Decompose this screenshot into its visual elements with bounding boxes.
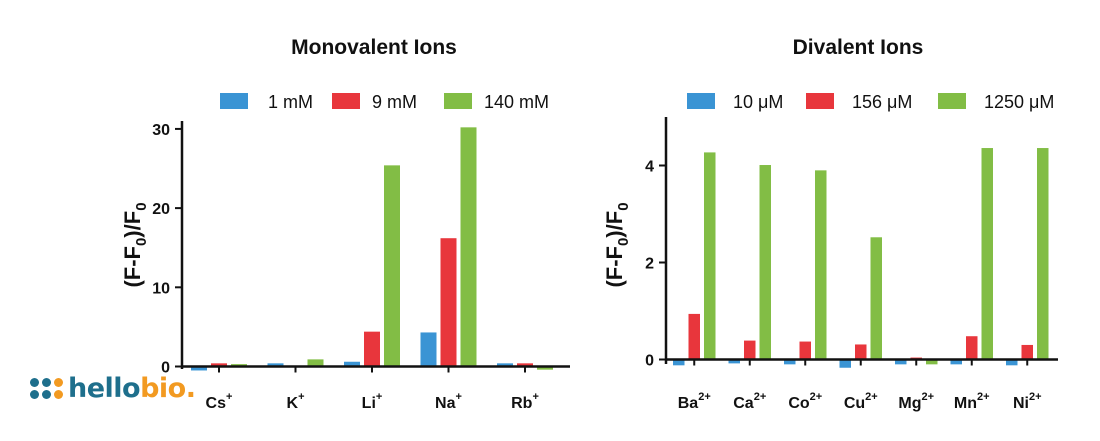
bar: [497, 363, 513, 367]
bar: [950, 359, 962, 365]
bar: [537, 366, 553, 370]
logo-dot: [42, 377, 51, 387]
legend-swatch: [687, 93, 715, 109]
bar: [855, 344, 867, 360]
x-tick-label: Cu2+: [844, 391, 878, 412]
bar: [728, 359, 740, 364]
x-tick-label: K+: [287, 391, 305, 412]
x-tick-label: Ca2+: [733, 391, 766, 412]
bar: [744, 340, 756, 360]
bar: [839, 359, 851, 368]
bar: [673, 359, 685, 366]
bar: [1021, 344, 1033, 360]
bar: [704, 152, 716, 360]
legend-swatch: [444, 93, 472, 109]
legend-swatch: [938, 93, 966, 109]
x-tick-label: Mg2+: [898, 391, 934, 412]
y-tick-label: 20: [152, 201, 170, 218]
legend-label: 1 mM: [268, 92, 313, 112]
y-tick-label: 10: [152, 280, 170, 297]
legend-label: 156 μM: [852, 92, 912, 112]
bar: [267, 363, 284, 367]
monovalent-chart: Monovalent Ions 1 mM 9 mM 140 mM 0 10 20 30 Cs+ K…: [120, 36, 570, 412]
chart-title: Divalent Ions: [793, 36, 924, 59]
x-tick-label: Co2+: [788, 391, 822, 412]
x-tick-label: Na+: [435, 391, 462, 412]
y-tick-label: 4: [645, 159, 654, 176]
bar: [517, 363, 533, 367]
bar: [895, 359, 907, 365]
logo-dot: [30, 389, 39, 399]
bar: [1006, 359, 1018, 366]
bar: [784, 359, 796, 365]
bar: [870, 237, 882, 360]
bar: [688, 313, 700, 360]
bar: [420, 332, 437, 367]
legend-swatch: [220, 93, 248, 109]
chart-title: Monovalent Ions: [291, 36, 457, 59]
logo-wordmark: hellobio.: [68, 372, 196, 404]
x-tick-label: Mn2+: [954, 391, 990, 412]
bar: [307, 359, 324, 367]
x-tick-label: Cs+: [206, 391, 233, 412]
x-tick-label: Li+: [362, 391, 383, 412]
bar: [460, 127, 477, 367]
bar: [384, 165, 400, 367]
legend-label: 9 mM: [372, 92, 417, 112]
bar: [815, 170, 827, 360]
y-tick-label: 2: [645, 256, 654, 273]
legend-swatch: [806, 93, 834, 109]
bar: [191, 366, 207, 371]
x-tick-label: Rb+: [511, 391, 539, 412]
bar: [966, 336, 978, 360]
y-tick-label: 30: [152, 122, 170, 139]
bar: [344, 361, 360, 367]
bar: [759, 165, 771, 360]
legend-label: 10 μM: [733, 92, 783, 112]
bar: [1037, 148, 1049, 360]
bar: [364, 331, 380, 367]
bar: [211, 363, 227, 367]
legend-label: 140 mM: [484, 92, 549, 112]
x-tick-label: Ni2+: [1013, 391, 1042, 412]
logo-dots-icon: [30, 377, 63, 399]
legend-swatch: [332, 93, 360, 109]
y-axis-label: (F-F0)/F0: [602, 202, 632, 287]
y-axis-label: (F-F0)/F0: [120, 202, 150, 287]
logo-dot: [54, 389, 63, 399]
y-tick-label: 0: [645, 353, 654, 370]
logo-dot: [42, 389, 51, 399]
divalent-chart: Divalent Ions 10 μM 156 μM 1250 μM 0 2 4 Ba2+ Ca…: [602, 36, 1058, 412]
bar: [440, 238, 457, 367]
legend-label: 1250 μM: [984, 92, 1054, 112]
logo-dot: [54, 377, 63, 387]
bar: [981, 148, 993, 360]
bar: [799, 341, 811, 360]
hellobio-logo: hellobio.: [30, 368, 196, 408]
bar: [926, 359, 938, 365]
y-tick-label: 0: [161, 360, 170, 377]
logo-dot: [30, 377, 39, 387]
x-tick-label: Ba2+: [678, 391, 711, 412]
